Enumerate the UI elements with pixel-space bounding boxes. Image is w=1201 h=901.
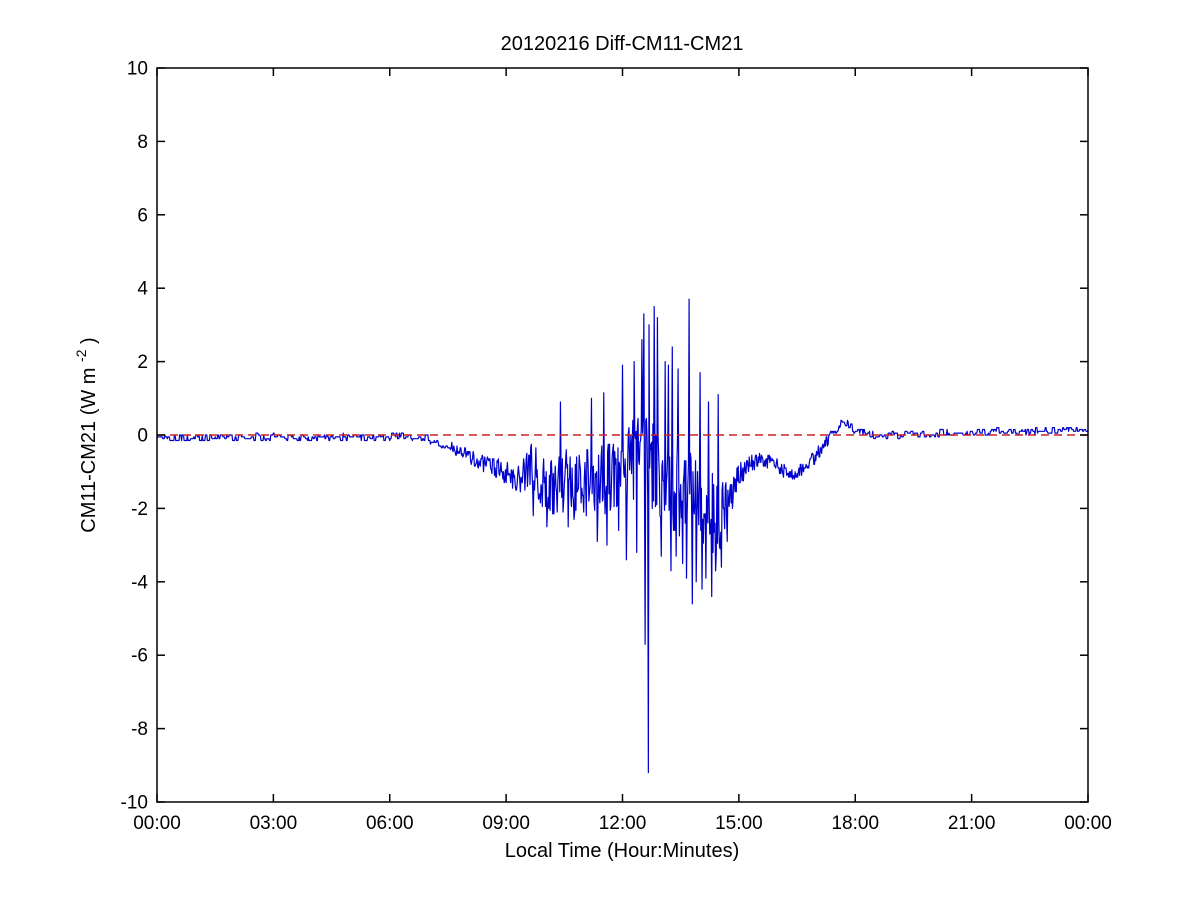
- y-axis-label-prefix: CM11-CM21 (W m: [78, 368, 100, 533]
- series-polyline: [156, 298, 1088, 774]
- y-tick-label: -4: [131, 572, 148, 593]
- x-tick-label: 03:00: [250, 813, 298, 834]
- x-axis-label: Local Time (Hour:Minutes): [505, 840, 740, 862]
- x-tick-label: 21:00: [948, 813, 996, 834]
- y-tick-label: 0: [137, 426, 148, 447]
- y-tick-label: 8: [137, 132, 148, 153]
- x-tick-labels: 00:00 03:00 06:00 09:00 12:00 15:00 18:00 21:00…: [133, 813, 1112, 834]
- chart-title: 20120216 Diff-CM11-CM21: [501, 33, 744, 55]
- y-axis-label-suffix: ): [78, 337, 100, 344]
- y-tick-label: -2: [131, 499, 148, 520]
- y-tick-label: 6: [137, 205, 148, 226]
- x-tick-label: 18:00: [831, 813, 879, 834]
- y-tick-label: -10: [121, 793, 148, 814]
- y-tick-labels: -10 -8 -6 -4 -2 0 2 4 6 8 10: [121, 59, 149, 814]
- y-tick-label: 10: [127, 59, 148, 80]
- y-tick-label: -8: [131, 719, 148, 740]
- y-tick-label: -6: [131, 646, 148, 667]
- y-axis-label: CM11-CM21 (W m -2 ): [69, 337, 100, 532]
- y-tick-label: 2: [137, 352, 148, 373]
- x-tick-label: 00:00: [133, 813, 181, 834]
- axis-ticks: [156, 67, 1089, 803]
- x-tick-label: 15:00: [715, 813, 763, 834]
- data-series-line: [156, 298, 1088, 774]
- y-axis-label-superscript: -2: [73, 349, 89, 362]
- x-tick-label: 12:00: [599, 813, 647, 834]
- y-tick-label: 4: [137, 279, 148, 300]
- x-tick-label: 00:00: [1064, 813, 1112, 834]
- x-tick-label: 09:00: [482, 813, 530, 834]
- x-tick-label: 06:00: [366, 813, 414, 834]
